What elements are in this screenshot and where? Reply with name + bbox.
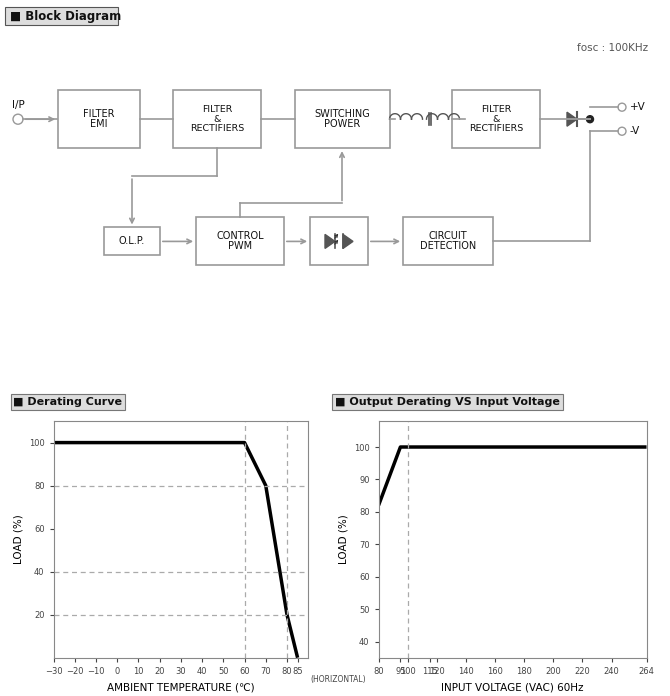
- Bar: [295, 90, 390, 148]
- Circle shape: [586, 116, 594, 122]
- Bar: [5, 7, 118, 25]
- Text: PWM: PWM: [228, 242, 252, 251]
- Text: -V: -V: [630, 126, 641, 136]
- Bar: [403, 217, 493, 265]
- Polygon shape: [567, 112, 577, 126]
- Text: SWITCHING: SWITCHING: [315, 109, 371, 119]
- Text: I/P: I/P: [11, 100, 24, 110]
- Text: FILTER: FILTER: [83, 109, 115, 119]
- Text: FILTER: FILTER: [481, 105, 511, 114]
- Text: POWER: POWER: [324, 119, 360, 129]
- Bar: [196, 217, 284, 265]
- Text: CONTROL: CONTROL: [216, 232, 264, 242]
- Text: RECTIFIERS: RECTIFIERS: [190, 125, 244, 133]
- X-axis label: INPUT VOLTAGE (VAC) 60Hz: INPUT VOLTAGE (VAC) 60Hz: [442, 683, 584, 693]
- Y-axis label: LOAD (%): LOAD (%): [13, 514, 23, 564]
- Polygon shape: [343, 235, 353, 248]
- Text: FILTER: FILTER: [202, 105, 232, 114]
- Text: +V: +V: [630, 102, 646, 112]
- Text: ■ Block Diagram: ■ Block Diagram: [10, 10, 121, 22]
- Bar: [104, 228, 160, 255]
- Text: &: &: [213, 115, 220, 124]
- Text: RECTIFIERS: RECTIFIERS: [469, 125, 523, 133]
- Polygon shape: [325, 235, 335, 248]
- Bar: [452, 90, 540, 148]
- X-axis label: AMBIENT TEMPERATURE (℃): AMBIENT TEMPERATURE (℃): [107, 683, 255, 693]
- Text: fosc : 100KHz: fosc : 100KHz: [577, 43, 648, 53]
- Bar: [310, 217, 368, 265]
- Bar: [173, 90, 261, 148]
- Y-axis label: LOAD (%): LOAD (%): [338, 514, 348, 564]
- Text: (HORIZONTAL): (HORIZONTAL): [310, 675, 366, 684]
- Text: DETECTION: DETECTION: [420, 242, 476, 251]
- Text: O.L.P.: O.L.P.: [119, 237, 145, 246]
- Text: ■ Output Derating VS Input Voltage: ■ Output Derating VS Input Voltage: [335, 397, 560, 407]
- Text: CIRCUIT: CIRCUIT: [429, 232, 467, 242]
- Text: ■ Derating Curve: ■ Derating Curve: [13, 397, 123, 407]
- Bar: [58, 90, 140, 148]
- Text: &: &: [492, 115, 500, 124]
- Text: EMI: EMI: [90, 119, 108, 129]
